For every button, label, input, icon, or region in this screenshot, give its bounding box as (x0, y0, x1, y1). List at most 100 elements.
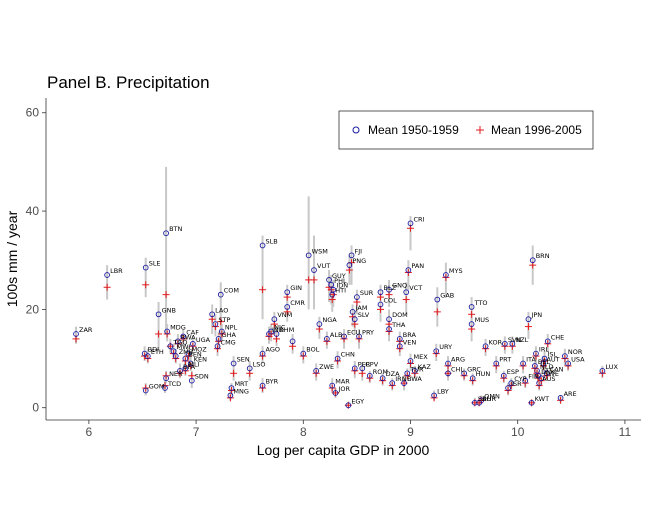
point-label: KEN (194, 355, 207, 363)
circle-marker (407, 358, 414, 364)
point-label: FIN (528, 373, 539, 381)
point-label: CRI (414, 215, 425, 223)
point-label: KAZ (418, 363, 432, 371)
circle-marker (230, 360, 237, 367)
circle-marker (163, 375, 169, 382)
x-axis-ticks: 6 7 8 9 10 11 (86, 420, 631, 439)
point-label: BEL (538, 358, 551, 366)
point-label: BLZ (383, 284, 396, 292)
point-label: BHR (482, 395, 496, 403)
point-label: CHL (451, 365, 464, 373)
circle-marker (493, 360, 500, 367)
circle-marker (214, 343, 221, 350)
point-label: SDN (195, 373, 209, 381)
point-label: VUT (317, 262, 330, 270)
plus-marker (142, 281, 150, 289)
point-label: ITA (526, 355, 536, 363)
point-label: RWA (181, 333, 196, 341)
legend-plus-marker (476, 126, 484, 134)
circle-marker (284, 289, 291, 296)
circle-marker (351, 365, 358, 372)
circle-marker (175, 338, 181, 345)
point-label: TUR (409, 365, 424, 373)
circle-marker (468, 321, 475, 327)
point-label: THA (391, 321, 406, 329)
point-label: BRA (403, 331, 417, 339)
circle-marker (525, 316, 532, 323)
circle-marker (386, 286, 392, 293)
circle-marker (366, 372, 373, 379)
point-label: BYR (266, 378, 279, 386)
circle-marker (351, 316, 358, 323)
circle-marker (538, 375, 545, 382)
point-label: DZA (386, 370, 400, 378)
point-label: FJI (355, 247, 363, 255)
circle-marker (529, 257, 536, 264)
circle-marker (500, 372, 507, 379)
x-tick-label: 9 (407, 425, 414, 439)
plus-marker (433, 308, 441, 316)
point-label: AUS (542, 375, 555, 383)
circle-marker (407, 220, 414, 227)
point-label: KWT (535, 395, 549, 403)
point-label: JAM (355, 304, 368, 312)
circle-marker (259, 242, 266, 249)
circle-marker (289, 338, 296, 345)
circle-marker (215, 336, 222, 342)
point-label: MOZ (192, 346, 208, 354)
point-label: MYS (449, 267, 463, 275)
point-label: BOL (306, 346, 319, 354)
circle-marker (300, 350, 307, 357)
circle-marker (329, 291, 336, 298)
point-label: CAF (186, 328, 199, 336)
point-label: DNK (541, 368, 556, 376)
point-label: LUX (605, 363, 618, 371)
point-label: NGA (322, 316, 337, 324)
point-label: SVN (508, 336, 522, 344)
legend-box (338, 110, 594, 150)
point-label: HUN (476, 370, 491, 378)
circle-marker (359, 365, 366, 372)
circle-marker (445, 360, 451, 367)
point-label: SLV (358, 311, 370, 319)
y-tick-label: 60 (26, 106, 40, 120)
circle-marker (386, 316, 392, 323)
circle-marker (313, 367, 320, 374)
point-label: GNQ (392, 282, 407, 290)
point-label: KOR (489, 338, 503, 346)
y-tick-label: 20 (26, 302, 40, 316)
circle-marker (334, 355, 341, 362)
point-label: SAU (478, 395, 492, 403)
circle-marker (386, 326, 392, 332)
circle-marker (284, 304, 291, 310)
point-label: TTO (474, 299, 488, 307)
point-label: SWE (544, 370, 559, 378)
point-label: PRT (499, 355, 511, 363)
circle-marker (434, 296, 441, 303)
point-label: MDG (170, 324, 186, 332)
legend-label-1996: Mean 1996-2005 (491, 123, 582, 137)
circle-marker (190, 340, 196, 347)
point-label: ISR (511, 380, 522, 388)
point-label: IRL (539, 346, 549, 354)
point-label: ESP (507, 368, 519, 376)
point-label: SLB (266, 237, 278, 245)
circle-marker (476, 399, 482, 406)
circle-marker (177, 367, 183, 374)
plus-marker (217, 318, 225, 326)
point-label: TCD (167, 380, 181, 388)
circle-marker (212, 321, 219, 327)
x-tick-label: 8 (300, 425, 307, 439)
circle-marker (505, 385, 511, 391)
point-label: OMN (484, 392, 500, 400)
circle-marker (328, 281, 335, 288)
plus-marker (468, 310, 476, 318)
circle-marker (172, 353, 179, 359)
point-label: UGA (196, 336, 211, 344)
point-label: BRN (536, 252, 550, 260)
circle-marker (180, 333, 187, 340)
point-label: MAR (335, 378, 350, 386)
point-label: DOM (392, 311, 408, 319)
point-label: IND (272, 326, 284, 334)
